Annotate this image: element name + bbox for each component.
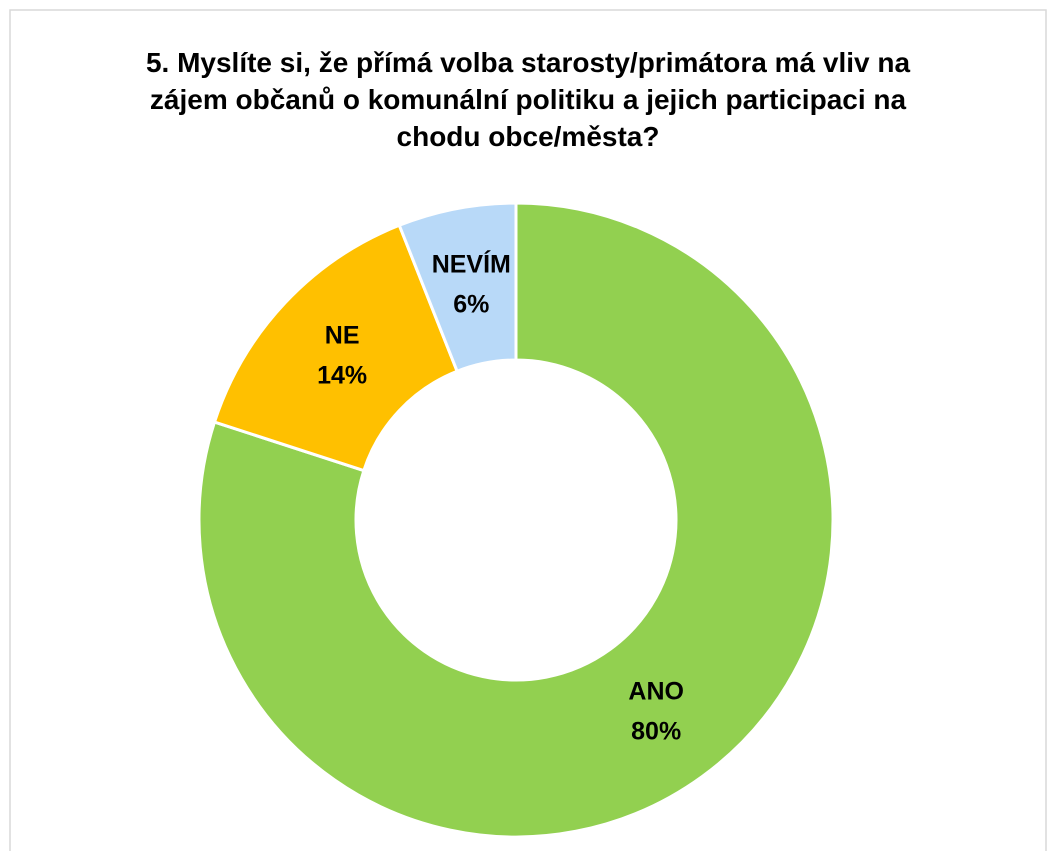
slice-category-label: NE [325,321,360,349]
donut-slice [397,201,518,374]
slice-value-label: 80% [631,718,681,746]
slice-value-label: 14% [317,361,367,389]
donut-slice [212,223,460,473]
slice-category-label: ANO [628,678,684,706]
chart-border [9,9,1047,851]
chart-title: 5. Myslíte si, že přímá volba starosty/p… [145,47,911,152]
slice-value-label: 6% [453,290,489,318]
donut-slice [197,201,835,839]
slice-category-label: NEVÍM [432,249,511,278]
